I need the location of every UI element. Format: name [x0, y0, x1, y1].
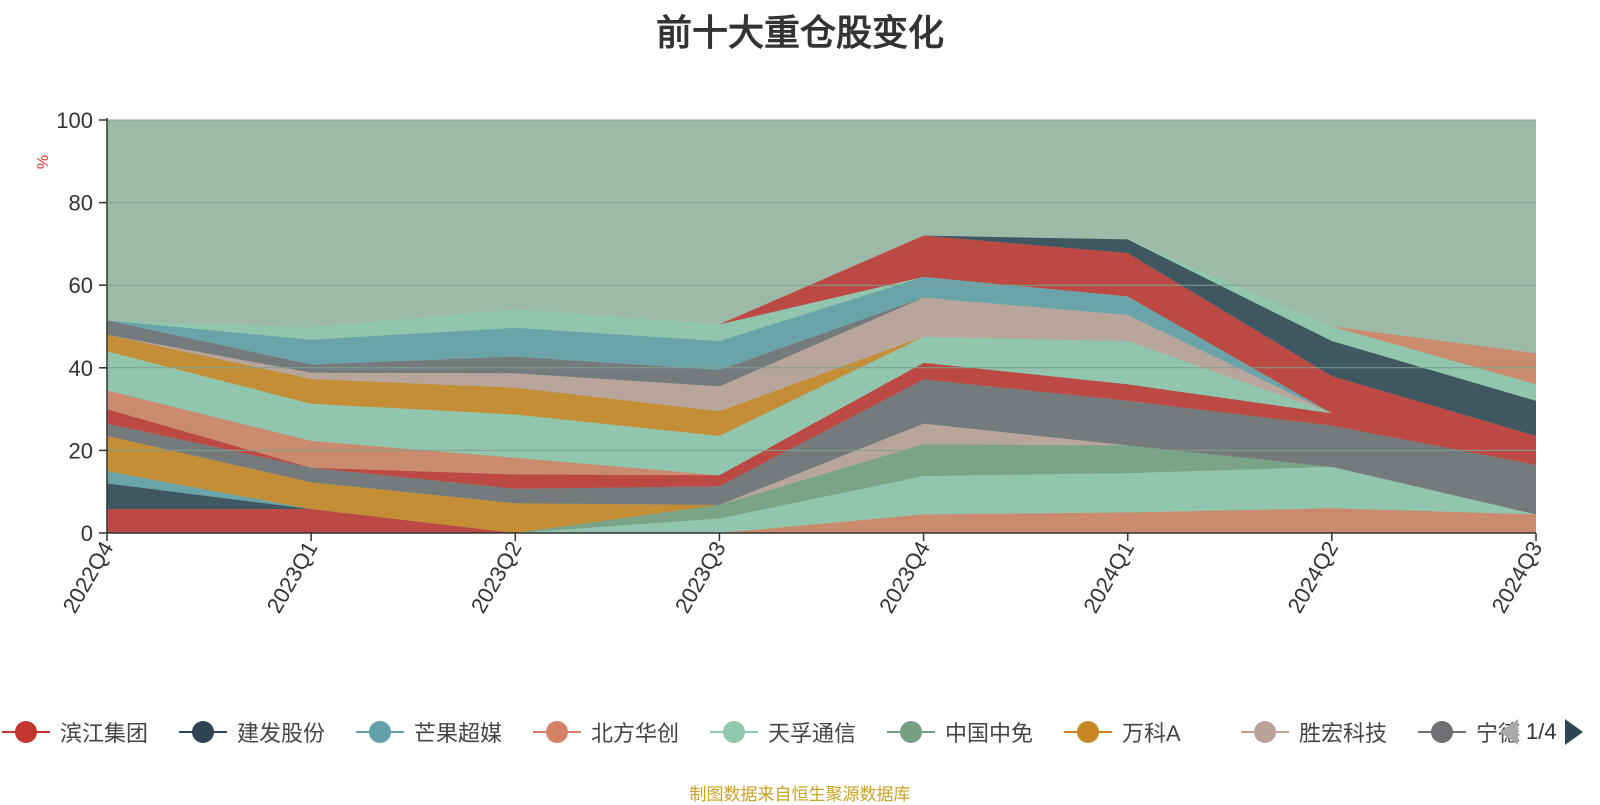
area-series-17 — [107, 235, 1536, 465]
area-series-8 — [107, 379, 1536, 515]
legend-marker-icon — [356, 721, 404, 743]
area-series-11 — [107, 336, 1536, 476]
legend-pager: 1/4 — [1498, 712, 1585, 752]
legend-label: 万科A — [1122, 721, 1181, 746]
y-tick-label: 40 — [69, 356, 93, 381]
area-series-9 — [107, 362, 1536, 489]
area-series-15 — [107, 276, 1536, 465]
legend-item[interactable]: 建发股份 — [177, 712, 325, 752]
y-tick-label: 100 — [56, 108, 93, 133]
legend-marker-icon — [179, 721, 227, 743]
legend-marker-icon — [710, 721, 758, 743]
x-tick-label: 2024Q3 — [1487, 537, 1548, 617]
legend-item[interactable]: 胜宏科技 — [1239, 712, 1387, 752]
legend-marker-icon — [1064, 721, 1112, 743]
legend-marker-icon — [1418, 721, 1466, 743]
y-tick-label: 0 — [81, 521, 93, 546]
stacked-area-chart: 0 20 40 60 80 100 2022Q4 2023Q1 2023Q2 2023Q3 2023… — [35, 108, 1548, 617]
legend-label: 芒果超媒 — [414, 721, 503, 746]
x-tick-label: 2022Q4 — [58, 537, 119, 617]
legend-label: 滨江集团 — [60, 721, 149, 746]
legend-item[interactable]: 芒果超媒 — [354, 712, 502, 752]
x-tick-label: 2024Q2 — [1282, 537, 1343, 617]
legend-label: 天孚通信 — [768, 721, 857, 746]
chart-title: 前十大重仓股变化 — [655, 12, 944, 53]
area-series-13 — [107, 297, 1536, 465]
y-tick-label: 20 — [69, 438, 93, 463]
source-note: 制图数据来自恒生聚源数据库 — [689, 785, 911, 804]
legend-item[interactable]: 滨江集团 — [0, 712, 148, 752]
legend-item[interactable]: 北方华创 — [531, 712, 679, 752]
y-tick-label: 80 — [69, 191, 93, 216]
legend-label: 中国中免 — [945, 721, 1034, 746]
legend-label: 胜宏科技 — [1299, 721, 1388, 746]
triangle-left-icon[interactable] — [1498, 717, 1520, 747]
legend-marker-icon — [2, 721, 50, 743]
area-series-layer — [107, 235, 1536, 533]
x-tick-label: 2023Q1 — [262, 537, 323, 617]
legend-marker-icon — [887, 721, 935, 743]
legend-label: 北方华创 — [591, 721, 680, 746]
area-series-1 — [107, 508, 1536, 533]
legend-label: 建发股份 — [237, 721, 326, 746]
legend-item[interactable]: 中国中免 — [885, 712, 1033, 752]
area-series-3 — [107, 444, 1536, 533]
legend: 滨江集团 建发股份 芒果超媒 北方华创 天孚通信 中国中免 万科A 胜宏科技 宁德 — [0, 712, 1600, 752]
legend-marker-icon — [1241, 721, 1289, 743]
legend-item[interactable]: 天孚通信 — [708, 712, 856, 752]
area-series-16 — [107, 276, 1536, 465]
area-series-0 — [107, 509, 1536, 533]
x-tick-label: 2023Q2 — [466, 537, 527, 617]
triangle-right-icon[interactable] — [1563, 717, 1585, 747]
legend-marker-icon — [533, 721, 581, 743]
area-series-12 — [107, 334, 1536, 465]
y-axis-label: % — [35, 155, 52, 169]
area-series-7 — [107, 423, 1536, 515]
area-series-6 — [107, 435, 1536, 533]
x-tick-label: 2023Q3 — [670, 537, 731, 617]
x-tick-label: 2024Q1 — [1078, 537, 1139, 617]
y-tick-label: 60 — [69, 273, 93, 298]
grid-lines — [107, 119, 1536, 451]
legend-item[interactable]: 万科A — [1062, 712, 1181, 752]
legend-page-indicator: 1/4 — [1526, 719, 1557, 744]
x-tick-label: 2023Q4 — [874, 537, 935, 617]
area-series-2 — [107, 466, 1536, 533]
